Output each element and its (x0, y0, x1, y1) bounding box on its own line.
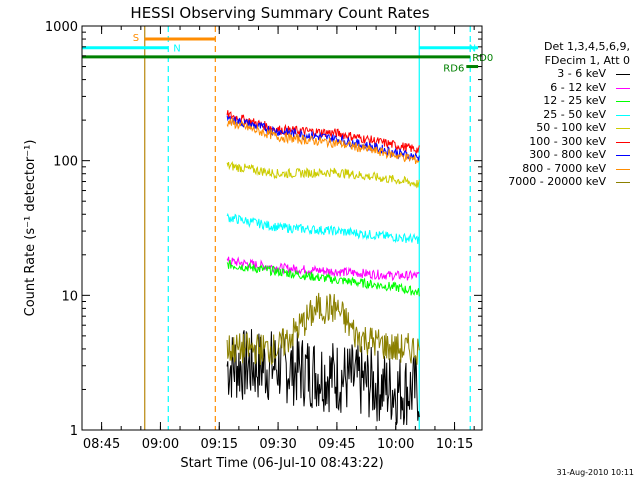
x-tick-label: 10:15 (436, 437, 473, 452)
annotation-label: N (469, 44, 476, 55)
y-tick-label: 1000 (45, 20, 78, 35)
legend: Det 1,3,4,5,6,9, FDecim 1, Att 0 3 - 6 k… (484, 40, 636, 189)
legend-swatch (616, 128, 630, 129)
legend-swatch (616, 141, 630, 143)
series-layer (226, 110, 420, 426)
y-axis-label: Count Rate (s⁻¹ detector⁻¹) (23, 140, 38, 317)
legend-swatch (616, 168, 630, 170)
legend-swatch (616, 74, 630, 75)
legend-entry: 6 - 12 keV (484, 81, 636, 95)
annotation-label: S (133, 33, 139, 44)
x-tick-label: 09:45 (318, 437, 355, 452)
legend-swatch (616, 101, 630, 102)
legend-entry: 800 - 7000 keV (484, 162, 636, 176)
y-tick-label: 100 (53, 155, 78, 170)
legend-entry-label: 50 - 100 keV (536, 121, 606, 134)
annotation-label: RD6 (443, 64, 464, 75)
annotation-label: RD0 (472, 53, 493, 64)
x-tick-label: 09:00 (142, 437, 179, 452)
footer-date: 31-Aug-2010 10:11 (556, 468, 634, 477)
series-line (226, 110, 420, 154)
series-line (226, 259, 420, 297)
legend-swatch (616, 114, 630, 116)
plot-frame (81, 25, 483, 431)
x-tick-label: 09:30 (259, 437, 296, 452)
legend-entry-label: 25 - 50 keV (543, 107, 606, 121)
series-line (226, 212, 420, 244)
series-line (226, 115, 420, 162)
legend-entry: 7000 - 20000 keV (484, 175, 636, 189)
legend-entry-label: 3 - 6 keV (557, 67, 606, 80)
y-tick-label: 10 (61, 289, 78, 304)
legend-entry: 25 - 50 keV (484, 108, 636, 122)
chart-title: HESSI Observing Summary Count Rates (130, 4, 429, 22)
legend-entry: 50 - 100 keV (484, 121, 636, 135)
legend-entry-label: 800 - 7000 keV (522, 161, 606, 175)
series-line (226, 116, 420, 165)
legend-entry: 100 - 300 keV (484, 135, 636, 149)
y-axis: 1 10 100 1000 (45, 20, 482, 439)
x-tick-label: 09:15 (201, 437, 238, 452)
legend-entry: 3 - 6 keV (484, 67, 636, 81)
y-tick-label: 1 (70, 424, 78, 439)
series-line (226, 329, 420, 426)
legend-swatch (616, 87, 630, 89)
legend-entry-label: 7000 - 20000 keV (508, 175, 606, 188)
legend-entry-label: 300 - 800 keV (529, 148, 606, 161)
x-axis-label: Start Time (06-Jul-10 08:43:22) (180, 456, 383, 471)
x-tick-label: 10:00 (377, 437, 414, 452)
legend-entry: 12 - 25 keV (484, 94, 636, 108)
series-line (226, 160, 420, 189)
x-tick-label: 08:45 (83, 437, 120, 452)
legend-header-line2: FDecim 1, Att 0 (544, 53, 630, 67)
legend-entry-label: 6 - 12 keV (550, 80, 606, 94)
x-axis: 08:45 09:00 09:15 09:30 09:45 10:00 10:15 (81, 26, 475, 452)
series-line (226, 292, 420, 366)
legend-swatch (616, 155, 630, 156)
legend-entry-label: 100 - 300 keV (529, 134, 606, 148)
legend-entry-label: 12 - 25 keV (543, 94, 606, 107)
legend-entry: 300 - 800 keV (484, 148, 636, 162)
legend-header-line1: Det 1,3,4,5,6,9, (543, 40, 630, 53)
legend-swatch (616, 182, 630, 183)
annotation-label: N (173, 44, 180, 55)
